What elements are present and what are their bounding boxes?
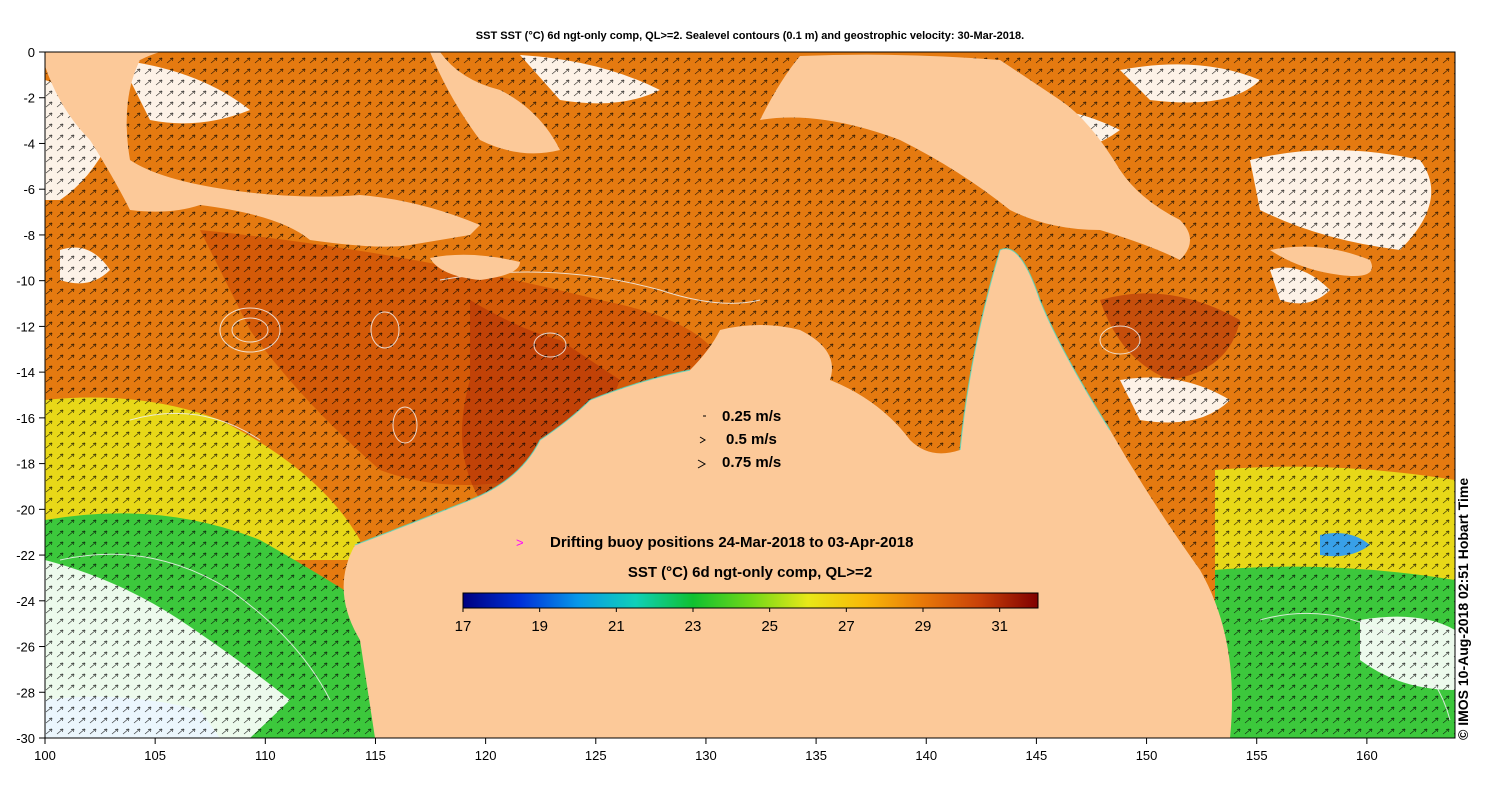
land-timor (430, 254, 520, 280)
colorbar-tick-label: 27 (838, 618, 855, 635)
y-tick-label: -20 (16, 502, 35, 517)
velocity-arrow-large-icon (697, 459, 707, 469)
land-sulawesi-borneo (430, 52, 560, 154)
x-tick-label: 100 (34, 748, 56, 763)
buoy-legend-label: Drifting buoy positions 24-Mar-2018 to 0… (550, 534, 913, 551)
x-tick-label: 105 (144, 748, 166, 763)
colorbar: SST (°C) 6d ngt-only comp, QL>=2 17 19 21 2… (455, 564, 1039, 635)
colorbar-tick-label: 23 (685, 618, 702, 635)
y-tick-label: -22 (16, 548, 35, 563)
buoy-marker-icon: > (516, 535, 524, 550)
coastline-highlight (354, 248, 1111, 546)
y-tick-label: -18 (16, 457, 35, 472)
y-tick-label: -30 (16, 731, 35, 746)
y-tick-label: -10 (16, 274, 35, 289)
land-new-guinea (760, 54, 1190, 260)
longitude-axis: 100 105 110 115 120 125 130 135 140 145 150 155 160 (34, 738, 1378, 763)
land-new-britain (1270, 246, 1372, 276)
map-area (45, 52, 1455, 738)
velocity-legend-label-2: 0.5 m/s (726, 431, 777, 448)
land-australia (343, 248, 1232, 738)
figure-title: SST SST (°C) 6d ngt-only comp, QL>=2. Se… (475, 30, 1025, 42)
x-tick-label: 125 (585, 748, 607, 763)
y-tick-label: -12 (16, 319, 35, 334)
y-tick-label: -14 (16, 365, 35, 380)
y-tick-label: -24 (16, 594, 35, 609)
velocity-legend-label-3: 0.75 m/s (722, 454, 781, 471)
land-masses (45, 52, 1372, 738)
colorbar-ticks: 17 19 21 23 25 27 29 31 (455, 608, 1008, 635)
land-borneo (45, 52, 480, 247)
x-tick-label: 155 (1246, 748, 1268, 763)
colorbar-tick-label: 21 (608, 618, 625, 635)
colorbar-gradient (462, 592, 1039, 609)
x-tick-label: 110 (255, 748, 276, 763)
x-tick-label: 115 (365, 748, 386, 763)
velocity-arrow-medium-icon (699, 436, 706, 444)
colorbar-tick-label: 19 (531, 618, 548, 635)
map-frame (44, 51, 1456, 739)
x-tick-label: 160 (1356, 748, 1378, 763)
y-tick-label: 0 (28, 45, 35, 60)
colorbar-tick-label: 17 (455, 618, 472, 635)
y-tick-label: -4 (23, 136, 35, 151)
sealevel-contours (59, 271, 1451, 721)
x-tick-label: 120 (475, 748, 497, 763)
x-tick-label: 145 (1026, 748, 1048, 763)
latitude-axis: 0 -2 -4 -6 -8 -10 -12 -14 -16 -18 -20 -22 -24 -26 -28 -… (16, 45, 45, 746)
y-tick-label: -26 (16, 640, 35, 655)
y-tick-label: -6 (23, 182, 35, 197)
colorbar-title: SST (°C) 6d ngt-only comp, QL>=2 (628, 564, 872, 581)
x-tick-label: 130 (695, 748, 717, 763)
velocity-legend: 0.25 m/s 0.5 m/s 0.75 m/s (697, 408, 781, 471)
buoy-legend: > Drifting buoy positions 24-Mar-2018 to… (516, 534, 913, 551)
y-tick-label: -2 (23, 91, 35, 106)
y-tick-label: -16 (16, 411, 35, 426)
colorbar-tick-label: 25 (761, 618, 778, 635)
copyright-credit: © IMOS 10-Aug-2018 02:51 Hobart Time (1455, 477, 1471, 740)
y-tick-label: -28 (16, 685, 35, 700)
y-tick-label: -8 (23, 228, 35, 243)
x-tick-label: 140 (915, 748, 937, 763)
x-tick-label: 135 (805, 748, 827, 763)
colorbar-tick-label: 31 (991, 618, 1008, 635)
x-tick-label: 150 (1136, 748, 1158, 763)
colorbar-tick-label: 29 (915, 618, 932, 635)
velocity-legend-label-1: 0.25 m/s (722, 408, 781, 425)
